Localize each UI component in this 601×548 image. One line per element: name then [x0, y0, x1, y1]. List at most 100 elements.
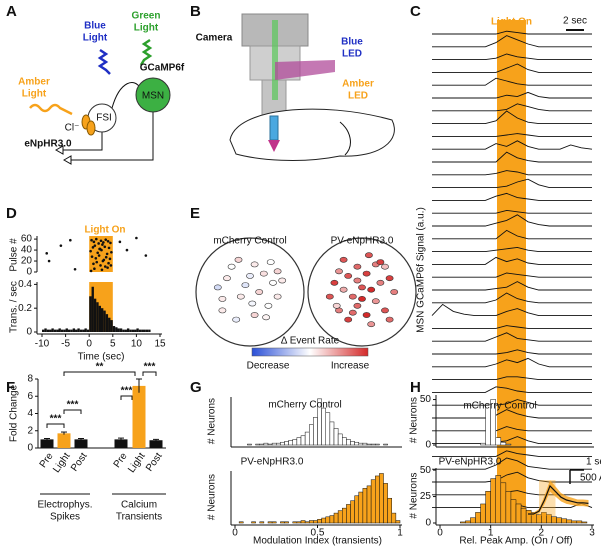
- histogram-bar: [70, 329, 73, 332]
- histogram-bar: [112, 326, 116, 332]
- histogram-bar: [370, 479, 376, 524]
- colorbar: [251, 347, 369, 357]
- histogram-bar: [500, 442, 507, 446]
- cell: [339, 286, 348, 293]
- histogram-bar: [300, 435, 306, 446]
- panel-title: mCherry Control: [213, 236, 286, 247]
- x-axis-label: Modulation Index (transients): [253, 536, 382, 547]
- label: Amber: [18, 77, 50, 88]
- axon: [62, 132, 103, 151]
- x-tick-label: -5: [61, 339, 70, 350]
- scale-label: 2 sec: [563, 16, 587, 27]
- histogram-bar: [309, 520, 314, 524]
- histogram-bar: [126, 328, 130, 332]
- histogram-bar: [375, 443, 380, 446]
- histogram-bar: [566, 519, 572, 524]
- scale-label: 1 sec: [586, 457, 601, 468]
- trace: [432, 450, 592, 457]
- histogram-bar: [91, 286, 94, 332]
- histogram-bar: [255, 443, 260, 446]
- annotation: Light On: [491, 17, 532, 28]
- cell: [250, 261, 259, 268]
- histogram-bar: [362, 488, 368, 524]
- histogram-bar: [280, 441, 285, 446]
- x-tick-label: Light: [51, 451, 73, 475]
- histogram-bar: [329, 421, 335, 446]
- cell: [348, 309, 357, 316]
- histogram-bar: [350, 441, 355, 446]
- cell: [236, 293, 245, 300]
- panel-title: PV-eNpHR3.0: [241, 457, 304, 468]
- histogram-bar: [362, 442, 368, 446]
- raster-dot: [135, 236, 138, 240]
- panel-title: mCherry Control: [268, 400, 341, 411]
- raster-dot: [97, 242, 100, 245]
- raster-dot: [125, 248, 129, 252]
- trace: [432, 426, 592, 432]
- trace: [432, 192, 592, 201]
- histogram-bar: [63, 329, 66, 332]
- histogram-bar: [79, 329, 83, 332]
- histogram-bar: [280, 521, 285, 524]
- raster-dot: [99, 239, 103, 243]
- blue-light-wave: [97, 48, 111, 75]
- histogram-bar: [387, 497, 392, 524]
- raster-dot: [89, 249, 92, 253]
- cell: [358, 284, 366, 291]
- histogram-bar: [251, 521, 256, 524]
- cell: [344, 316, 353, 323]
- trace: [432, 246, 592, 253]
- significance: **: [96, 362, 104, 373]
- panel-label: G: [190, 379, 202, 396]
- colorbar-label: Decrease: [247, 361, 290, 372]
- cell: [353, 277, 362, 284]
- histogram-bar: [333, 512, 339, 524]
- histogram-bar: [350, 500, 355, 524]
- histogram-bar: [342, 437, 347, 446]
- bracket: [46, 423, 65, 428]
- histogram-bar: [86, 329, 90, 332]
- histogram-bar: [263, 442, 269, 446]
- significance: ***: [67, 400, 79, 411]
- histogram-bar: [122, 329, 125, 332]
- raster-dot: [93, 244, 97, 247]
- diagram-b: Camera Blue LED Amber LED: [196, 13, 395, 161]
- histogram-bar: [300, 520, 306, 524]
- raster-dot: [103, 245, 107, 249]
- raster-dot: [69, 238, 72, 242]
- histogram-bar: [561, 518, 567, 524]
- cell: [325, 293, 334, 300]
- histogram-bar: [329, 515, 335, 524]
- histogram-bar: [108, 317, 111, 332]
- histogram-bar: [366, 485, 372, 524]
- histogram-bar: [93, 298, 97, 332]
- histogram-bar: [510, 499, 517, 524]
- led-beam: [275, 60, 335, 80]
- label: LED: [348, 91, 368, 102]
- histogram-bar: [317, 519, 322, 524]
- histogram-bar: [358, 442, 364, 446]
- cell: [269, 279, 277, 286]
- x-tick-label: 10: [131, 339, 143, 350]
- histogram-bar: [58, 328, 61, 332]
- histogram-bar: [485, 491, 491, 524]
- x-tick-label: 2: [539, 528, 545, 539]
- cell: [332, 302, 341, 309]
- histogram-bar: [321, 407, 326, 446]
- histogram-bar: [571, 520, 578, 524]
- histogram-bar: [500, 482, 507, 524]
- y-tick-label: 0: [425, 518, 431, 529]
- trace: [432, 357, 592, 368]
- cell: [255, 289, 264, 295]
- histogram-bar: [379, 473, 384, 524]
- y-axis-label: Trans. / sec: [9, 281, 20, 333]
- label: Camera: [196, 33, 233, 44]
- raster-dot: [104, 238, 108, 241]
- raster-dot: [91, 246, 95, 249]
- cell: [348, 293, 357, 300]
- label: eNpHR3.0: [24, 139, 72, 150]
- green-light-wave: [139, 38, 153, 66]
- cell: [353, 302, 362, 309]
